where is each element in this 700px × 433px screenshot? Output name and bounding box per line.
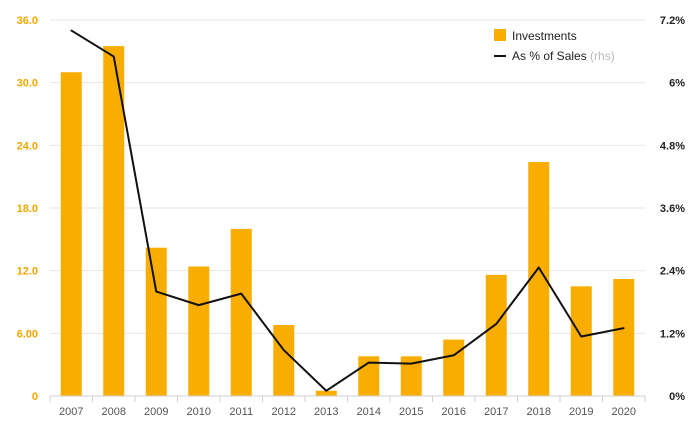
x-tick-label: 2020 — [612, 406, 636, 418]
line-point-2013 — [325, 389, 328, 392]
line-point-2012 — [282, 349, 285, 351]
line-point-2018 — [537, 266, 540, 269]
right-tick-label: 1.2% — [660, 328, 685, 340]
bar-series — [60, 46, 635, 396]
x-tick-label: 2008 — [102, 406, 126, 418]
bar-2018 — [528, 162, 550, 396]
x-tick-label: 2018 — [527, 406, 551, 418]
x-tick-label: 2017 — [484, 406, 508, 418]
bar-2020 — [613, 279, 635, 396]
sales-pct-line — [70, 29, 624, 392]
bar-2009 — [145, 247, 167, 396]
line-series — [70, 29, 625, 392]
legend-label-sales-pct-hint: (rhs) — [590, 49, 615, 63]
left-tick-label: 18.0 — [17, 203, 38, 215]
x-axis: 2007 2008 2009 2010 2011 2012 2013 2014 2015 2016… — [49, 395, 646, 418]
line-point-2014 — [367, 361, 370, 364]
legend-swatch-investments — [494, 29, 506, 41]
x-tick-label: 2016 — [442, 406, 466, 418]
left-tick-label: 0 — [32, 391, 38, 403]
x-tick-label: 2012 — [272, 406, 296, 418]
bar-2016 — [443, 339, 465, 396]
line-point-2008 — [112, 55, 115, 58]
bar-2007 — [60, 72, 82, 396]
line-point-2009 — [155, 290, 158, 293]
right-tick-label: 7.2% — [660, 15, 685, 27]
left-tick-label: 6.00 — [17, 328, 38, 340]
bar-2015 — [400, 356, 422, 396]
bar-2017 — [485, 274, 507, 396]
right-tick-label: 4.8% — [660, 140, 685, 152]
right-tick-label: 2.4% — [660, 266, 685, 278]
line-point-2010 — [197, 304, 200, 306]
line-point-2015 — [410, 362, 413, 365]
bar-2011 — [230, 228, 252, 396]
left-axis: 0 6.00 12.0 18.0 24.0 30.0 36.0 — [17, 15, 38, 403]
line-point-2017 — [495, 323, 498, 325]
legend-label-investments: Investments — [512, 29, 577, 43]
legend-label-sales-pct: As % of Sales (rhs) — [512, 49, 615, 63]
line-point-2007 — [70, 29, 73, 32]
line-point-2019 — [580, 335, 583, 338]
x-tick-label: 2014 — [357, 406, 381, 418]
left-tick-label: 36.0 — [17, 15, 38, 27]
legend: Investments As % of Sales (rhs) — [494, 29, 615, 63]
right-axis: 0% 1.2% 2.4% 3.6% 4.8% 6% 7.2% — [660, 15, 685, 403]
bar-2008 — [103, 46, 125, 396]
x-tick-label: 2013 — [314, 406, 338, 418]
x-tick-label: 2009 — [144, 406, 168, 418]
x-tick-label: 2007 — [59, 406, 83, 418]
left-tick-label: 12.0 — [17, 266, 38, 278]
x-tick-label: 2015 — [399, 406, 423, 418]
x-tick-label: 2010 — [187, 406, 211, 418]
right-tick-label: 6% — [669, 78, 685, 90]
x-tick-label: 2019 — [569, 406, 593, 418]
right-tick-label: 3.6% — [660, 203, 685, 215]
line-point-2020 — [622, 327, 625, 329]
line-point-2016 — [452, 354, 455, 357]
bar-2013 — [315, 390, 337, 396]
left-tick-label: 30.0 — [17, 78, 38, 90]
bar-2010 — [188, 266, 210, 396]
right-tick-label: 0% — [669, 391, 685, 403]
grid-lines — [50, 19, 645, 334]
left-tick-label: 24.0 — [17, 140, 38, 152]
line-point-2011 — [240, 292, 243, 295]
bar-2012 — [273, 324, 295, 396]
bar-2019 — [570, 286, 592, 396]
x-tick-label: 2011 — [229, 406, 253, 418]
legend-label-sales-pct-main: As % of Sales — [512, 49, 587, 63]
